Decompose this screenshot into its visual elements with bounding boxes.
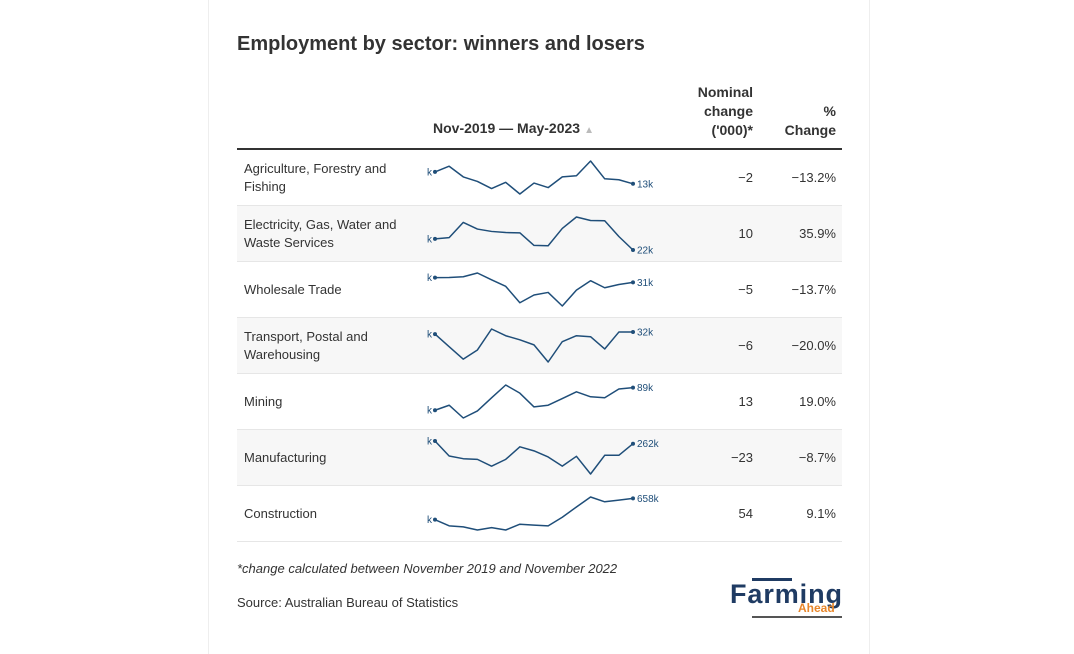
sparkline: 33k 31k <box>427 272 654 307</box>
sparkline-start-point <box>433 169 437 174</box>
sparkline-end-label: 13k <box>637 179 654 190</box>
sparkline-start-label: 66k <box>427 406 433 417</box>
sparkline-end-point <box>631 441 635 446</box>
nominal-header-line: ('000)* <box>711 122 753 138</box>
sparkline-end-point <box>631 181 635 186</box>
sparkline-column-label: Nov-2019 — May-2023 <box>433 120 581 136</box>
sparkline-start-point <box>433 332 437 337</box>
sparkline: 66k 89k <box>427 383 654 419</box>
sparkline-path <box>434 384 634 419</box>
pct-change-header: % Change <box>785 102 836 140</box>
sparkline-path <box>434 272 634 307</box>
sparkline-end-point <box>631 496 635 501</box>
sector-label: Transport, Postal and Warehousing <box>244 328 368 362</box>
sparkline-start-point <box>433 517 437 522</box>
farming-ahead-logo: Farming Ahead <box>730 578 842 618</box>
sparkline-column-header[interactable]: Nov-2019 — May-2023 ▲ <box>433 119 594 140</box>
sector-label: Electricity, Gas, Water and Waste Servic… <box>244 216 397 250</box>
sparkline-end-point <box>631 385 635 390</box>
sparkline: 29k 22k <box>427 216 654 257</box>
logo-tagline-mark <box>752 616 842 618</box>
sparkline-start-label: 29k <box>427 234 433 245</box>
table-row: Wholesale Trade 33k 31k −5 −13.7% <box>237 262 842 318</box>
pct-change-value: −20.0% <box>791 338 836 353</box>
sparkline-end-label: 262k <box>637 439 660 450</box>
sector-label: Wholesale Trade <box>244 281 342 297</box>
sparkline-end-label: 32k <box>637 328 654 339</box>
nominal-change-header: Nominal change ('000)* <box>698 83 753 140</box>
pct-change-value: −13.7% <box>791 282 836 297</box>
sparkline-end-label: 22k <box>637 246 654 257</box>
sector-label: Agriculture, Forestry and Fishing <box>244 160 387 194</box>
table-body: Agriculture, Forestry and Fishing 18k 13k… <box>237 150 842 542</box>
sparkline-start-point <box>433 439 437 443</box>
logo-main-text: Farming <box>730 579 842 609</box>
sector-label: Mining <box>244 393 283 409</box>
nominal-change-value: 54 <box>738 506 753 521</box>
chart-title: Employment by sector: winners and losers <box>237 33 645 55</box>
table-row: Electricity, Gas, Water and Waste Servic… <box>237 206 842 262</box>
sparkline: 31k 32k <box>427 328 654 363</box>
sparkline-end-point <box>631 280 635 285</box>
sparkline-path <box>434 160 634 195</box>
nominal-header-line: change <box>703 103 753 119</box>
sparkline-end-label: 89k <box>637 383 654 394</box>
pct-change-value: −13.2% <box>791 170 836 185</box>
table-row: Agriculture, Forestry and Fishing 18k 13k… <box>237 150 842 206</box>
nominal-change-value: −2 <box>738 170 753 185</box>
nominal-change-value: 13 <box>738 394 753 409</box>
footnote: *change calculated between November 2019… <box>237 561 618 576</box>
sparkline-start-point <box>433 408 437 413</box>
sparkline: 266k 262k <box>427 437 660 475</box>
sparkline-start-point <box>433 236 437 241</box>
sector-label: Construction <box>244 505 317 521</box>
sparkline: 18k 13k <box>427 160 654 195</box>
table-row: Mining 66k 89k 13 19.0% <box>237 374 842 430</box>
pct-change-value: 9.1% <box>806 506 836 521</box>
nominal-change-value: −6 <box>738 338 753 353</box>
nominal-header-line: Nominal <box>697 84 753 100</box>
sparkline-path <box>434 496 634 531</box>
pct-header-line: Change <box>784 122 836 138</box>
pct-change-value: −8.7% <box>798 450 836 465</box>
sparkline-start-label: 592k <box>427 515 433 526</box>
sparkline-start-label: 31k <box>427 330 433 341</box>
source-note: Source: Australian Bureau of Statistics <box>237 595 459 610</box>
sparkline-end-label: 31k <box>637 278 654 289</box>
nominal-change-value: −5 <box>738 282 753 297</box>
sparkline-end-point <box>631 330 635 335</box>
sparkline-start-label: 266k <box>427 437 433 448</box>
logo-top-text-mark <box>752 578 792 581</box>
pct-header-line: % <box>823 103 836 119</box>
pct-change-value: 19.0% <box>799 394 836 409</box>
nominal-change-value: 10 <box>738 226 753 241</box>
sparkline-start-label: 33k <box>427 273 433 284</box>
pct-change-value: 35.9% <box>799 226 836 241</box>
table-header: Nov-2019 — May-2023 ▲ Nominal change ('00… <box>237 84 842 150</box>
sparkline-path <box>434 328 633 363</box>
sort-ascending-icon[interactable]: ▲ <box>584 125 594 136</box>
sparkline-start-label: 18k <box>427 167 433 178</box>
nominal-change-value: −23 <box>730 450 753 465</box>
logo-sub-text: Ahead <box>798 601 835 615</box>
sparkline-end-point <box>631 248 635 252</box>
table-row: Manufacturing 266k 262k −23 −8.7% <box>237 430 842 486</box>
table-row: Construction 592k 658k 54 9.1% <box>237 486 842 542</box>
sparkline: 592k 658k <box>427 494 660 531</box>
table-row: Transport, Postal and Warehousing 31k 32k… <box>237 318 842 374</box>
sparkline-end-label: 658k <box>637 494 660 505</box>
sparkline-path <box>434 440 634 475</box>
sparkline-start-point <box>433 275 437 280</box>
sparkline-path <box>434 216 634 251</box>
sector-label: Manufacturing <box>244 449 327 465</box>
